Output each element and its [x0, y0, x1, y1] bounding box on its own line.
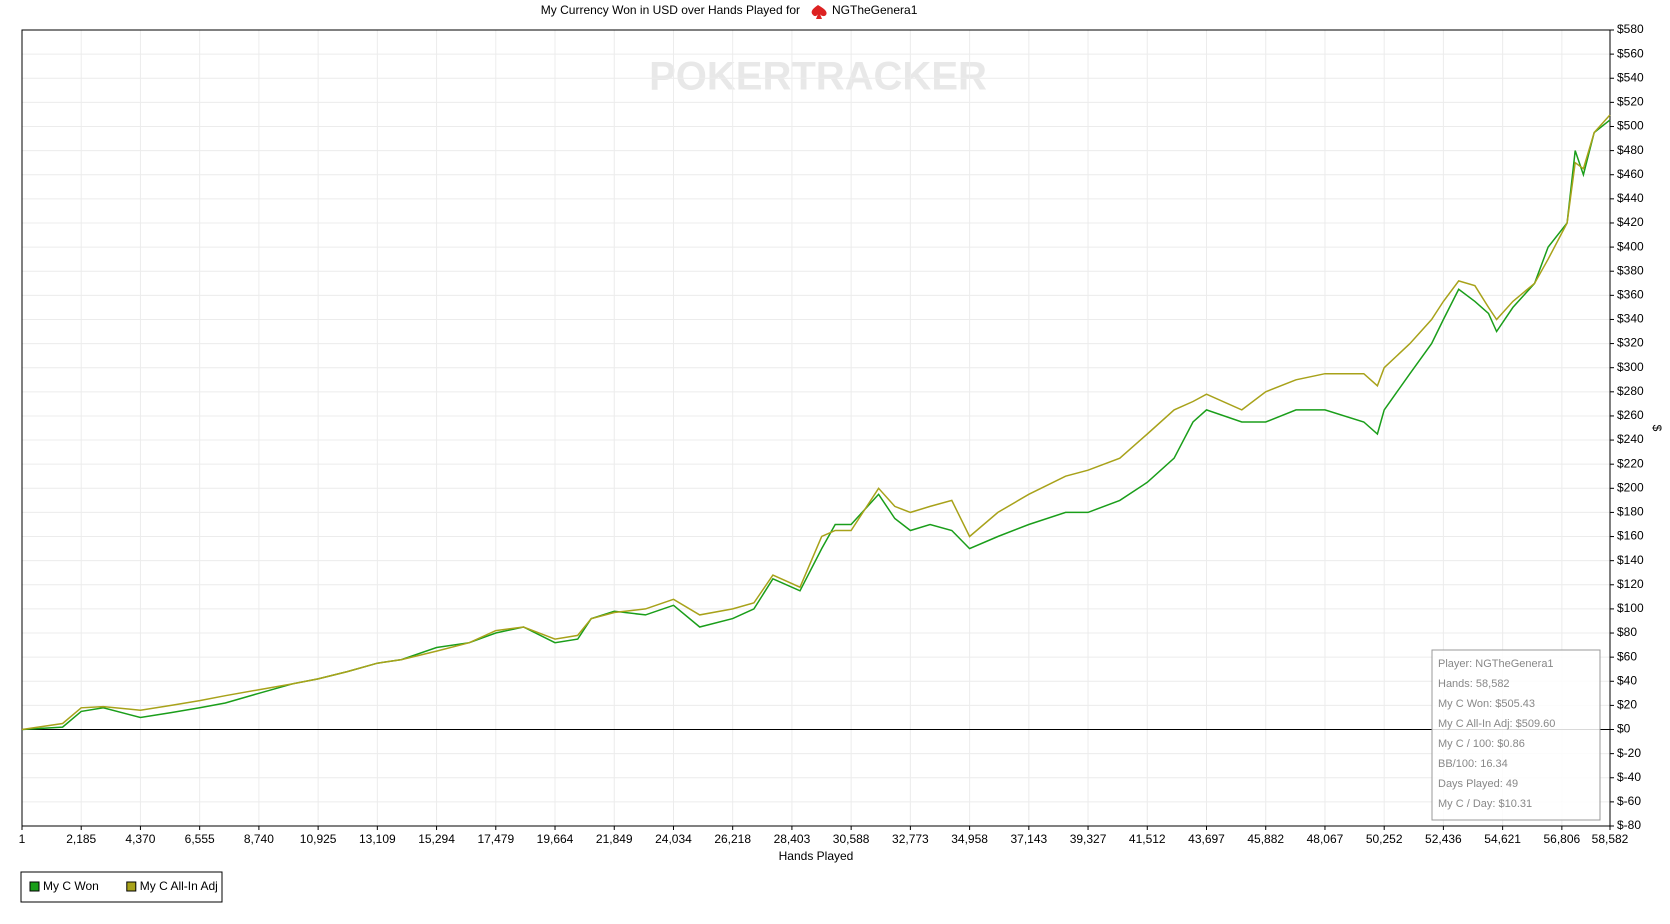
y-tick-label: $320	[1617, 336, 1644, 350]
tooltip-line: My C Won: $505.43	[1438, 698, 1535, 710]
y-tick-label: $20	[1617, 698, 1637, 712]
y-tick-label: $340	[1617, 312, 1644, 326]
y-tick-label: $180	[1617, 505, 1644, 519]
x-tick-label: 32,773	[892, 832, 929, 846]
legend-swatch	[126, 881, 137, 892]
chart-title: My Currency Won in USD over Hands Played…	[541, 3, 800, 17]
x-tick-label: 15,294	[418, 832, 455, 846]
y-tick-label: $480	[1617, 143, 1644, 157]
y-tick-label: $240	[1617, 432, 1644, 446]
series-line	[21, 114, 1611, 731]
x-tick-label: 56,806	[1544, 832, 1581, 846]
x-tick-label: 45,882	[1247, 832, 1284, 846]
x-tick-label: 52,436	[1425, 832, 1462, 846]
legend-label: My C All-In Adj	[140, 879, 218, 893]
y-tick-label: $40	[1617, 673, 1637, 687]
player-name: NGTheGenera1	[832, 3, 918, 17]
tooltip-line: My C / Day: $10.31	[1438, 798, 1532, 810]
y-tick-label: $280	[1617, 384, 1644, 398]
tooltip-line: Days Played: 49	[1438, 778, 1518, 790]
y-tick-label: $520	[1617, 95, 1644, 109]
x-tick-label: 17,479	[477, 832, 514, 846]
x-tick-label: 58,582	[1592, 832, 1629, 846]
x-tick-label: 26,218	[714, 832, 751, 846]
y-tick-label: $120	[1617, 577, 1644, 591]
y-tick-label: $-20	[1617, 746, 1641, 760]
tooltip-line: Hands: 58,582	[1438, 678, 1510, 690]
x-tick-label: 30,588	[833, 832, 870, 846]
y-tick-label: $100	[1617, 601, 1644, 615]
x-tick-label: 39,327	[1070, 832, 1107, 846]
x-tick-label: 13,109	[359, 832, 396, 846]
x-tick-label: 19,664	[537, 832, 574, 846]
x-axis-label: Hands Played	[779, 849, 854, 863]
y-tick-label: $260	[1617, 408, 1644, 422]
y-tick-label: $540	[1617, 70, 1644, 84]
y-tick-label: $200	[1617, 480, 1644, 494]
y-tick-label: $160	[1617, 529, 1644, 543]
spade-icon	[811, 5, 827, 19]
x-tick-label: 1	[19, 832, 26, 846]
legend-box	[20, 871, 223, 903]
tooltip-line: Player: NGTheGenera1	[1438, 658, 1554, 670]
y-tick-label: $500	[1617, 119, 1644, 133]
tooltip-box	[1431, 649, 1601, 821]
tooltip-line: My C / 100: $0.86	[1438, 738, 1525, 750]
legend-label: My C Won	[43, 879, 99, 893]
x-tick-label: 54,621	[1484, 832, 1521, 846]
y-tick-label: $140	[1617, 553, 1644, 567]
x-tick-label: 8,740	[244, 832, 274, 846]
x-tick-label: 4,370	[125, 832, 155, 846]
y-tick-label: $580	[1617, 22, 1644, 36]
y-tick-label: $0	[1617, 722, 1631, 736]
y-tick-label: $420	[1617, 215, 1644, 229]
x-tick-label: 41,512	[1129, 832, 1166, 846]
y-tick-label: $-60	[1617, 794, 1641, 808]
tooltip-line: BB/100: 16.34	[1438, 758, 1508, 770]
y-tick-label: $220	[1617, 456, 1644, 470]
y-tick-label: $440	[1617, 191, 1644, 205]
y-tick-label: $560	[1617, 46, 1644, 60]
x-tick-label: 6,555	[185, 832, 215, 846]
x-tick-label: 21,849	[596, 832, 633, 846]
y-tick-label: $400	[1617, 239, 1644, 253]
y-tick-label: $60	[1617, 649, 1637, 663]
y-tick-label: $-80	[1617, 818, 1641, 832]
watermark: POKERTRACKER	[649, 55, 987, 99]
y-axis-label: $	[1650, 425, 1664, 432]
y-tick-label: $460	[1617, 167, 1644, 181]
y-tick-label: $380	[1617, 263, 1644, 277]
legend-swatch	[29, 881, 40, 892]
x-tick-label: 24,034	[655, 832, 692, 846]
y-tick-label: $360	[1617, 288, 1644, 302]
x-tick-label: 37,143	[1010, 832, 1047, 846]
x-tick-label: 48,067	[1307, 832, 1344, 846]
y-tick-label: $300	[1617, 360, 1644, 374]
x-tick-label: 2,185	[66, 832, 96, 846]
x-tick-label: 10,925	[300, 832, 337, 846]
x-tick-label: 34,958	[951, 832, 988, 846]
x-tick-label: 43,697	[1188, 832, 1225, 846]
plot-frame	[21, 29, 1611, 827]
tooltip-line: My C All-In Adj: $509.60	[1438, 718, 1555, 730]
x-tick-label: 50,252	[1366, 832, 1403, 846]
x-tick-label: 28,403	[774, 832, 811, 846]
y-tick-label: $-40	[1617, 770, 1641, 784]
y-tick-label: $80	[1617, 625, 1637, 639]
